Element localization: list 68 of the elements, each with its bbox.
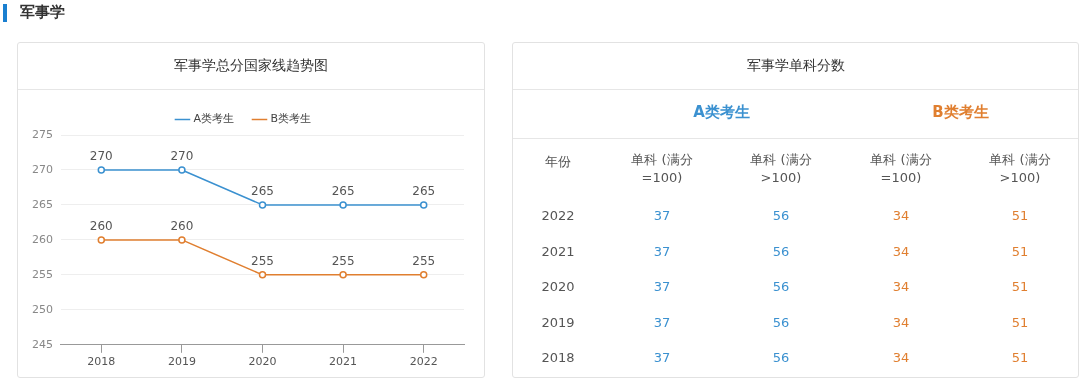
data-label: 255 [412,253,436,268]
data-label: 260 [89,219,113,234]
data-label: 37 [652,279,672,294]
y-tick-label: 245 [32,337,53,351]
text: 军事学 [20,3,65,22]
data-label: 51 [1010,244,1030,259]
y-tick-label: 275 [32,127,53,141]
x-tick-label: 2020 [248,355,277,369]
point [258,271,267,279]
x-tick-label: 单科 (满分=100) [869,151,933,187]
data-label: 37 [652,208,672,223]
data-label: 37 [652,315,672,330]
data-label: 37 [652,350,672,365]
data-label: 270 [89,149,113,164]
y-tick-label: 250 [32,302,53,316]
chart-title: 军事学总分国家线趋势图 [18,43,484,90]
data-label: 37 [652,244,672,259]
x-tick-label: 单科 (满分>100) [749,151,813,187]
data-label: 265 [251,184,274,199]
point [419,271,428,279]
data-label: 51 [1010,208,1030,223]
legend-label: B类考生 [270,112,312,126]
chart-title: 军事学单科分数 [513,43,1078,90]
point [339,201,347,209]
y-tick-label: 270 [32,162,53,176]
y-axis-title: 年份 [544,153,572,171]
data-label: 255 [331,253,355,268]
data-label: 51 [1010,279,1030,294]
y-tick-label: 260 [32,232,53,246]
data-label: 34 [891,244,911,259]
data-label: 270 [170,149,194,164]
x-tick-label: 2018 [87,355,116,369]
data-label: 56 [771,244,791,259]
x-tick-label: 2022 [409,355,438,369]
text: B类考生 [931,103,990,122]
legend-label: A类考生 [193,112,234,126]
data-label: 34 [891,315,911,330]
data-label: 51 [1010,315,1030,330]
y-tick-label: 2021 [540,244,576,259]
data-label: 265 [412,184,436,199]
y-tick-label: 255 [32,267,53,281]
x-tick-label: 单科 (满分=100) [630,151,694,187]
data-label: 265 [331,184,355,199]
y-tick-label: 265 [32,197,53,211]
data-label: 51 [1010,350,1030,365]
y-tick-label: 2019 [540,315,576,330]
data-label: 34 [891,208,911,223]
point [97,236,106,244]
data-label: 56 [771,315,791,330]
data-label: 34 [891,350,911,365]
data-label: 56 [771,350,791,365]
x-tick-label: 2021 [329,355,358,369]
point [178,166,186,174]
y-tick-label: 2020 [540,279,576,294]
x-tick-label: 单科 (满分>100) [988,151,1052,187]
point [178,236,186,244]
data-label: 56 [771,208,791,223]
point [97,166,106,174]
point [419,201,428,209]
y-tick-label: 2022 [540,208,576,223]
data-label: 255 [251,253,274,268]
data-label: 56 [771,279,791,294]
point [339,271,347,279]
x-tick-label: 2019 [167,355,196,369]
data-label: 260 [170,219,194,234]
point [258,201,267,209]
data-label: 34 [891,279,911,294]
text: A类考生 [692,103,751,122]
